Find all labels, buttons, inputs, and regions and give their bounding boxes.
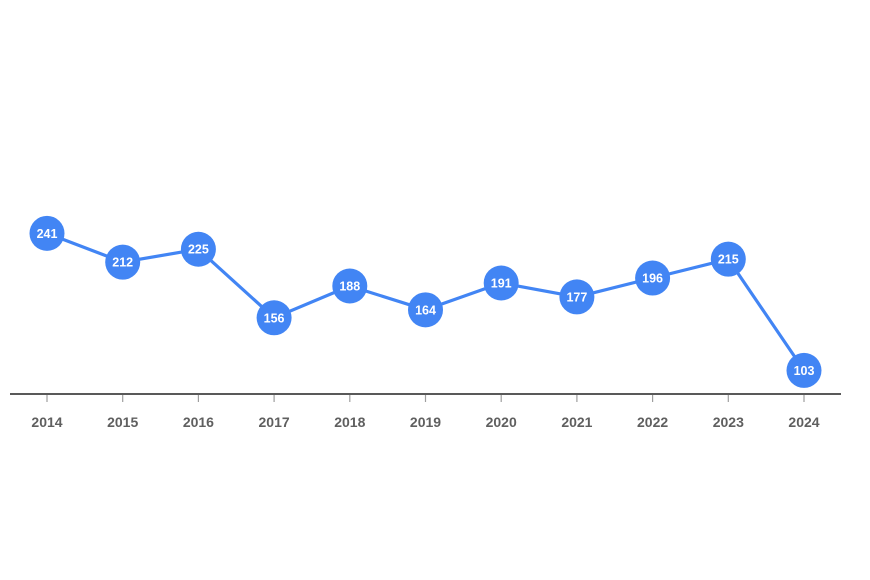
data-point — [408, 292, 443, 328]
x-tick-label: 2023 — [713, 414, 744, 430]
data-label: 177 — [566, 290, 587, 304]
data-point — [559, 279, 595, 315]
x-tick-label: 2021 — [561, 414, 592, 430]
data-label: 164 — [415, 303, 436, 317]
x-tick-label: 2024 — [788, 414, 819, 430]
x-tick-label: 2015 — [107, 414, 138, 430]
x-tick-label: 2019 — [410, 414, 441, 430]
x-axis: 2014 2015 2016 2017 2018 2019 2020 2021 2022 2023… — [10, 393, 841, 430]
data-label: 225 — [188, 243, 209, 257]
data-point — [180, 231, 216, 267]
data-point — [483, 265, 519, 301]
data-label: 212 — [112, 256, 133, 270]
x-tick-label: 2018 — [334, 414, 365, 430]
data-label: 103 — [794, 364, 815, 378]
data-point — [105, 244, 141, 280]
x-tick-label: 2020 — [486, 414, 517, 430]
data-point — [710, 241, 746, 277]
x-tick-label: 2022 — [637, 414, 668, 430]
data-point — [256, 300, 292, 336]
x-tick-label: 2017 — [259, 414, 290, 430]
data-label: 196 — [642, 272, 663, 286]
data-label: 215 — [718, 253, 739, 267]
data-point — [786, 352, 822, 388]
data-label: 156 — [264, 311, 285, 325]
data-label: 241 — [37, 227, 58, 241]
data-points-layer: 241 212 225 156 188 164 191 177 196 215 103 — [29, 215, 822, 388]
data-point — [29, 215, 65, 251]
data-label: 191 — [491, 277, 512, 291]
data-point — [332, 268, 368, 304]
x-tick-label: 2016 — [183, 414, 214, 430]
x-tick-label: 2014 — [31, 414, 62, 430]
data-point — [635, 260, 671, 296]
data-label: 188 — [339, 279, 360, 293]
